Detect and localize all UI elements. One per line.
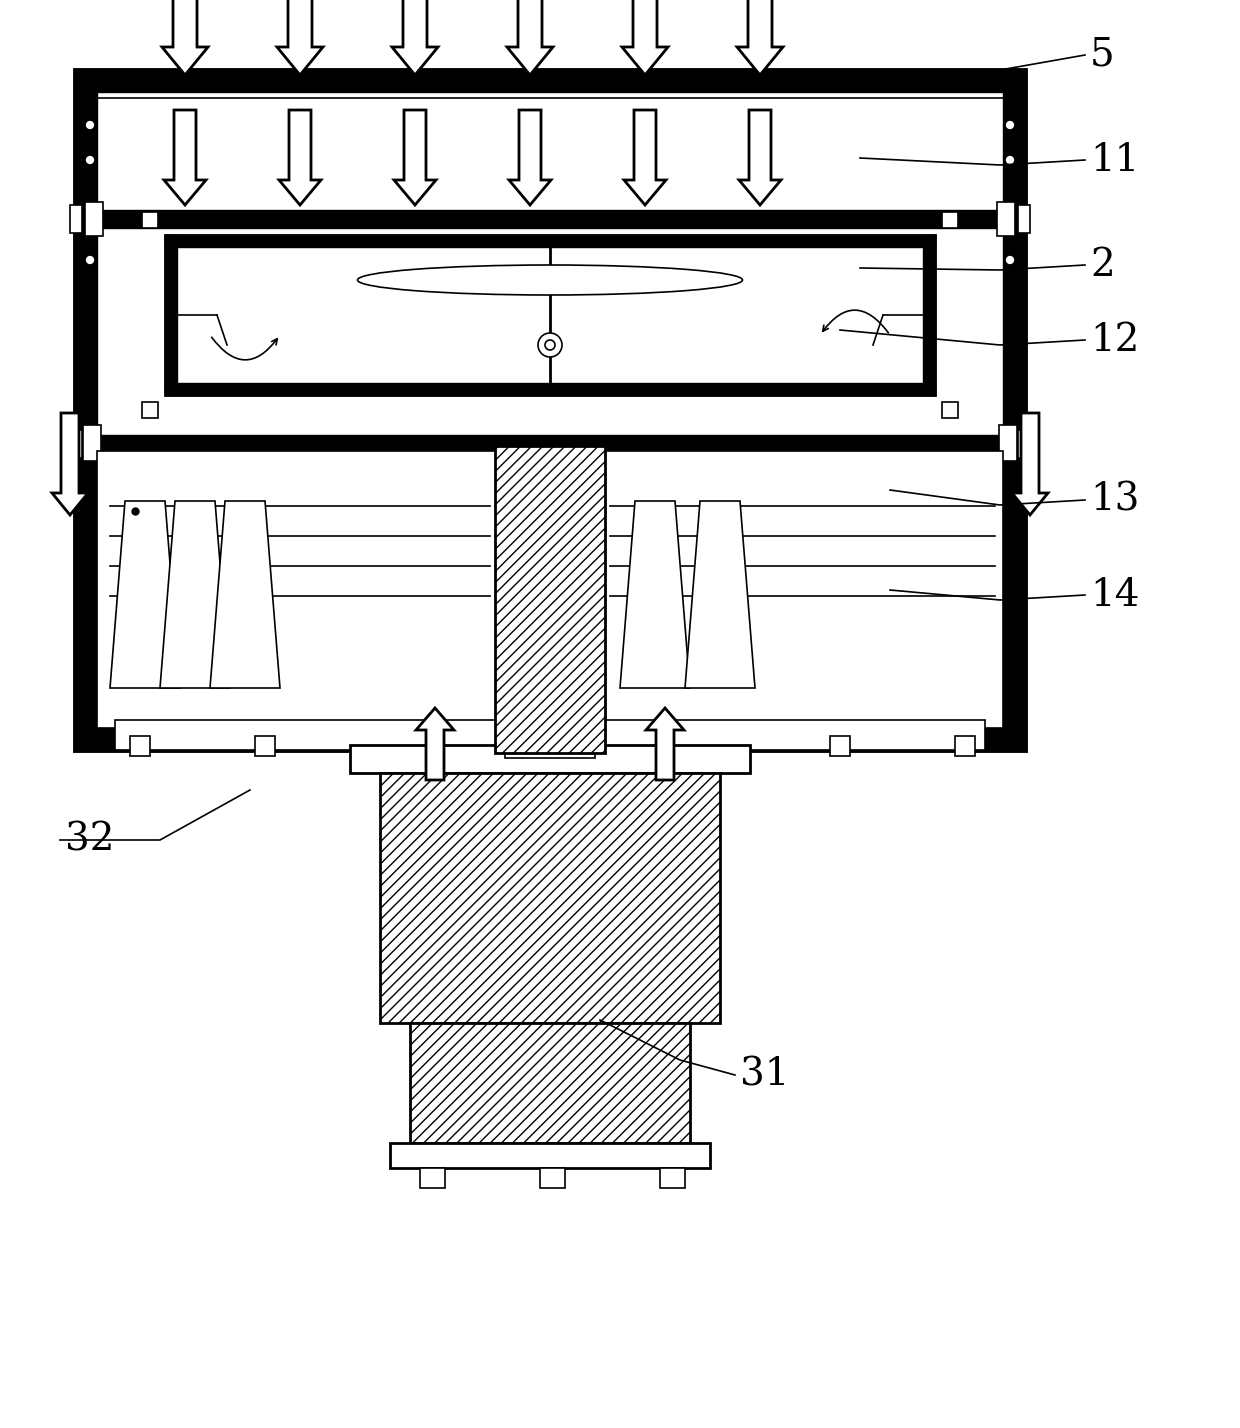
Bar (420, 1168, 445, 1188)
Bar (74, 70, 1025, 91)
Polygon shape (160, 501, 229, 688)
Bar (74, 70, 97, 750)
Bar (1018, 430, 1030, 458)
Bar (74, 728, 1025, 750)
Bar (495, 446, 605, 753)
Bar (505, 718, 595, 758)
Bar (379, 773, 720, 1022)
Bar (83, 426, 100, 461)
Bar (942, 211, 959, 228)
Bar (997, 201, 1016, 236)
Bar (255, 735, 275, 755)
Bar (69, 206, 82, 233)
Bar (1018, 206, 1030, 233)
Circle shape (86, 120, 95, 130)
Text: 32: 32 (64, 821, 114, 858)
Bar (97, 436, 1003, 451)
Polygon shape (508, 110, 551, 206)
Text: 2: 2 (1090, 247, 1115, 284)
Bar (97, 451, 1003, 728)
Bar (923, 236, 935, 396)
Bar (539, 1168, 565, 1188)
Polygon shape (415, 708, 454, 780)
Bar (410, 1022, 689, 1142)
Bar (143, 211, 157, 228)
Bar (955, 735, 975, 755)
Bar (97, 210, 1003, 228)
Bar (391, 1142, 711, 1168)
Polygon shape (624, 110, 666, 206)
Polygon shape (52, 413, 88, 516)
Bar (130, 735, 150, 755)
Ellipse shape (357, 266, 743, 296)
Circle shape (1004, 120, 1016, 130)
Polygon shape (279, 110, 321, 206)
Circle shape (546, 340, 556, 350)
Bar (115, 720, 985, 750)
Polygon shape (1012, 413, 1048, 516)
Polygon shape (210, 501, 280, 688)
Polygon shape (646, 708, 684, 780)
Circle shape (538, 333, 562, 357)
Polygon shape (739, 110, 781, 206)
Bar (830, 735, 849, 755)
Circle shape (1004, 256, 1016, 266)
Polygon shape (737, 0, 782, 76)
Bar (999, 426, 1017, 461)
Polygon shape (622, 0, 668, 76)
Polygon shape (164, 110, 206, 206)
Polygon shape (620, 501, 689, 688)
Bar (350, 745, 750, 773)
Circle shape (1004, 156, 1016, 166)
Circle shape (86, 156, 95, 166)
Text: 11: 11 (1090, 141, 1140, 178)
Bar (942, 403, 959, 418)
Text: 12: 12 (1090, 321, 1140, 358)
Circle shape (86, 256, 95, 266)
Polygon shape (392, 0, 438, 76)
Bar (69, 430, 82, 458)
Text: 5: 5 (1090, 37, 1115, 73)
Text: 31: 31 (740, 1057, 790, 1094)
Bar (86, 201, 103, 236)
Text: 13: 13 (1090, 481, 1140, 518)
Polygon shape (684, 501, 755, 688)
Bar (165, 236, 177, 396)
Polygon shape (277, 0, 322, 76)
Polygon shape (162, 0, 208, 76)
Text: 14: 14 (1090, 577, 1140, 614)
Polygon shape (110, 501, 180, 688)
Bar (74, 70, 1025, 750)
Bar (1003, 70, 1025, 750)
Bar (143, 403, 157, 418)
Bar (165, 236, 935, 396)
Polygon shape (394, 110, 436, 206)
Bar (165, 383, 935, 396)
Polygon shape (507, 0, 553, 76)
Bar (660, 1168, 684, 1188)
Bar (165, 236, 935, 247)
